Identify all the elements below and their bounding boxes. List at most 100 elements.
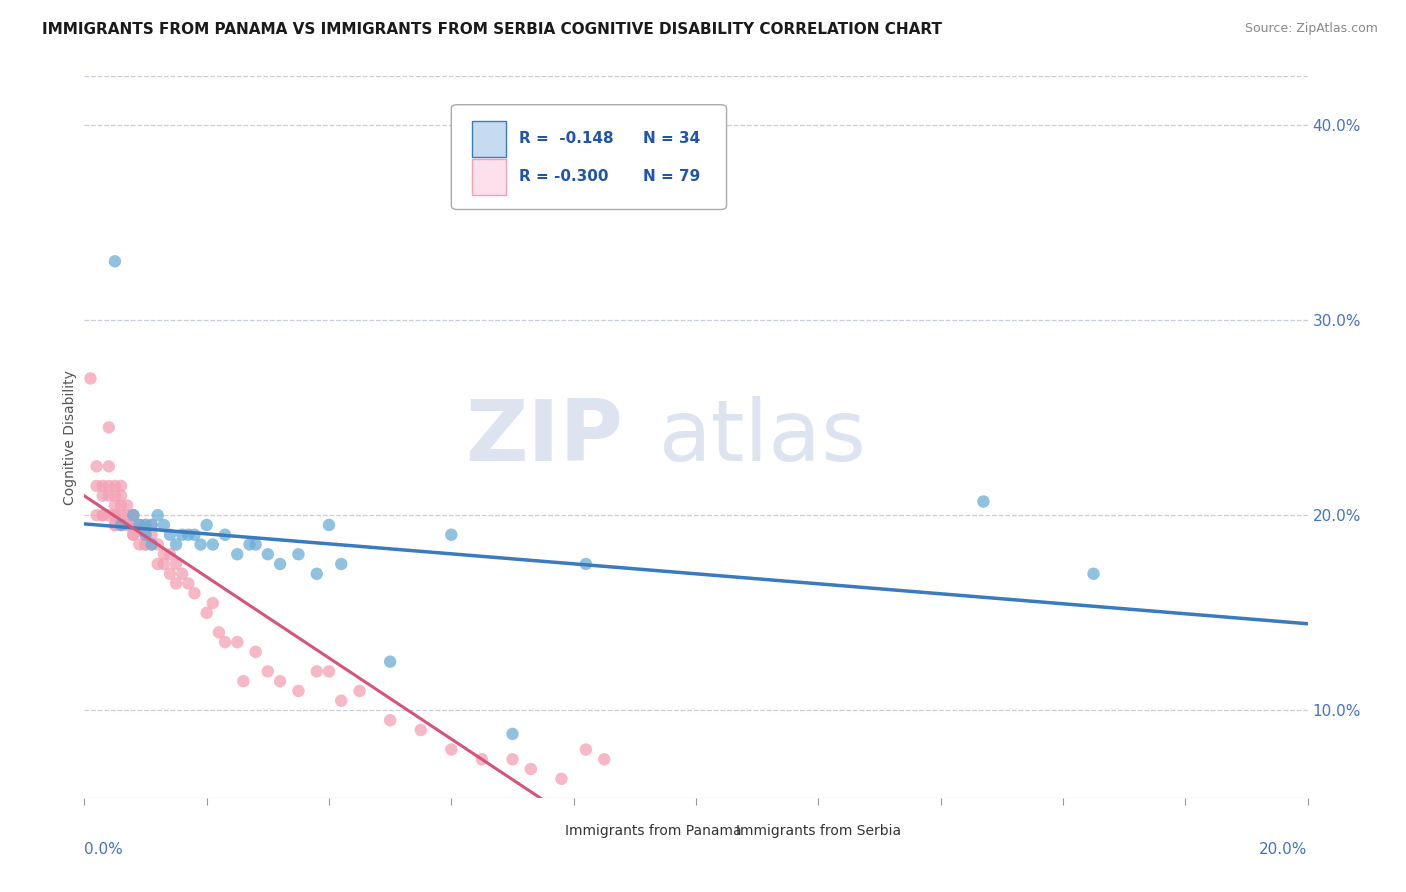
Text: IMMIGRANTS FROM PANAMA VS IMMIGRANTS FROM SERBIA COGNITIVE DISABILITY CORRELATIO: IMMIGRANTS FROM PANAMA VS IMMIGRANTS FRO… bbox=[42, 22, 942, 37]
Point bbox=[305, 566, 328, 581]
Point bbox=[110, 479, 132, 493]
Point bbox=[141, 518, 163, 533]
Point bbox=[226, 547, 249, 561]
Point bbox=[91, 508, 114, 523]
Point bbox=[135, 537, 157, 551]
Point bbox=[575, 557, 598, 571]
Point bbox=[110, 518, 132, 533]
Point bbox=[330, 557, 353, 571]
FancyBboxPatch shape bbox=[702, 816, 728, 846]
Point bbox=[257, 547, 280, 561]
FancyBboxPatch shape bbox=[531, 816, 558, 846]
Point bbox=[97, 489, 120, 503]
Point bbox=[115, 499, 138, 513]
Point bbox=[226, 635, 249, 649]
Point bbox=[141, 518, 163, 533]
Point bbox=[115, 518, 138, 533]
Point bbox=[972, 494, 994, 508]
Point bbox=[135, 518, 157, 533]
Point bbox=[165, 576, 187, 591]
Point bbox=[115, 518, 138, 533]
Point bbox=[190, 537, 212, 551]
Point bbox=[135, 537, 157, 551]
Point bbox=[128, 518, 150, 533]
Point bbox=[135, 527, 157, 541]
Point bbox=[201, 537, 224, 551]
Point bbox=[214, 635, 236, 649]
Text: 20.0%: 20.0% bbox=[1260, 842, 1308, 856]
Point bbox=[115, 508, 138, 523]
Point bbox=[183, 527, 205, 541]
Point bbox=[97, 459, 120, 474]
Point bbox=[409, 723, 432, 737]
Point bbox=[110, 499, 132, 513]
Point bbox=[318, 665, 340, 679]
Point bbox=[110, 518, 132, 533]
Point bbox=[104, 508, 127, 523]
Point bbox=[122, 508, 145, 523]
Point bbox=[550, 772, 572, 786]
FancyBboxPatch shape bbox=[451, 104, 727, 210]
Point bbox=[172, 527, 194, 541]
Point bbox=[91, 508, 114, 523]
Point bbox=[104, 518, 127, 533]
Point bbox=[110, 518, 132, 533]
Point bbox=[91, 489, 114, 503]
Point bbox=[153, 547, 176, 561]
Point bbox=[135, 518, 157, 533]
Point bbox=[146, 508, 169, 523]
Point bbox=[104, 508, 127, 523]
Point bbox=[153, 518, 176, 533]
Point bbox=[177, 527, 200, 541]
Text: R = -0.300: R = -0.300 bbox=[519, 169, 609, 185]
Point bbox=[110, 489, 132, 503]
Point bbox=[177, 576, 200, 591]
Text: R =  -0.148: R = -0.148 bbox=[519, 131, 613, 146]
FancyBboxPatch shape bbox=[472, 120, 506, 157]
Point bbox=[141, 527, 163, 541]
Point bbox=[86, 479, 108, 493]
Point bbox=[575, 742, 598, 756]
Point bbox=[238, 537, 260, 551]
Point bbox=[471, 752, 494, 766]
Point bbox=[79, 371, 101, 385]
Point bbox=[97, 508, 120, 523]
Point bbox=[380, 655, 402, 669]
Point bbox=[104, 489, 127, 503]
Point bbox=[104, 518, 127, 533]
Point bbox=[110, 508, 132, 523]
Point bbox=[183, 586, 205, 600]
Point bbox=[201, 596, 224, 610]
Point bbox=[146, 537, 169, 551]
Point bbox=[159, 566, 181, 581]
Point bbox=[257, 665, 280, 679]
Point bbox=[172, 566, 194, 581]
Point bbox=[502, 752, 524, 766]
Point bbox=[269, 674, 291, 689]
Point bbox=[135, 527, 157, 541]
Point bbox=[128, 537, 150, 551]
Point bbox=[159, 547, 181, 561]
Point bbox=[1083, 566, 1105, 581]
Point bbox=[153, 557, 176, 571]
Point bbox=[146, 557, 169, 571]
Point bbox=[86, 508, 108, 523]
Point bbox=[195, 518, 218, 533]
Point bbox=[287, 684, 309, 698]
Point bbox=[128, 518, 150, 533]
Point bbox=[245, 537, 267, 551]
Point bbox=[305, 665, 328, 679]
Point bbox=[97, 420, 120, 434]
Point bbox=[104, 479, 127, 493]
Point bbox=[214, 527, 236, 541]
Point bbox=[287, 547, 309, 561]
Point bbox=[330, 694, 353, 708]
Point bbox=[349, 684, 371, 698]
Point bbox=[208, 625, 231, 640]
Point bbox=[104, 499, 127, 513]
Text: Immigrants from Panama: Immigrants from Panama bbox=[565, 824, 742, 838]
Point bbox=[440, 527, 463, 541]
Point bbox=[165, 557, 187, 571]
Text: Source: ZipAtlas.com: Source: ZipAtlas.com bbox=[1244, 22, 1378, 36]
Point bbox=[165, 537, 187, 551]
